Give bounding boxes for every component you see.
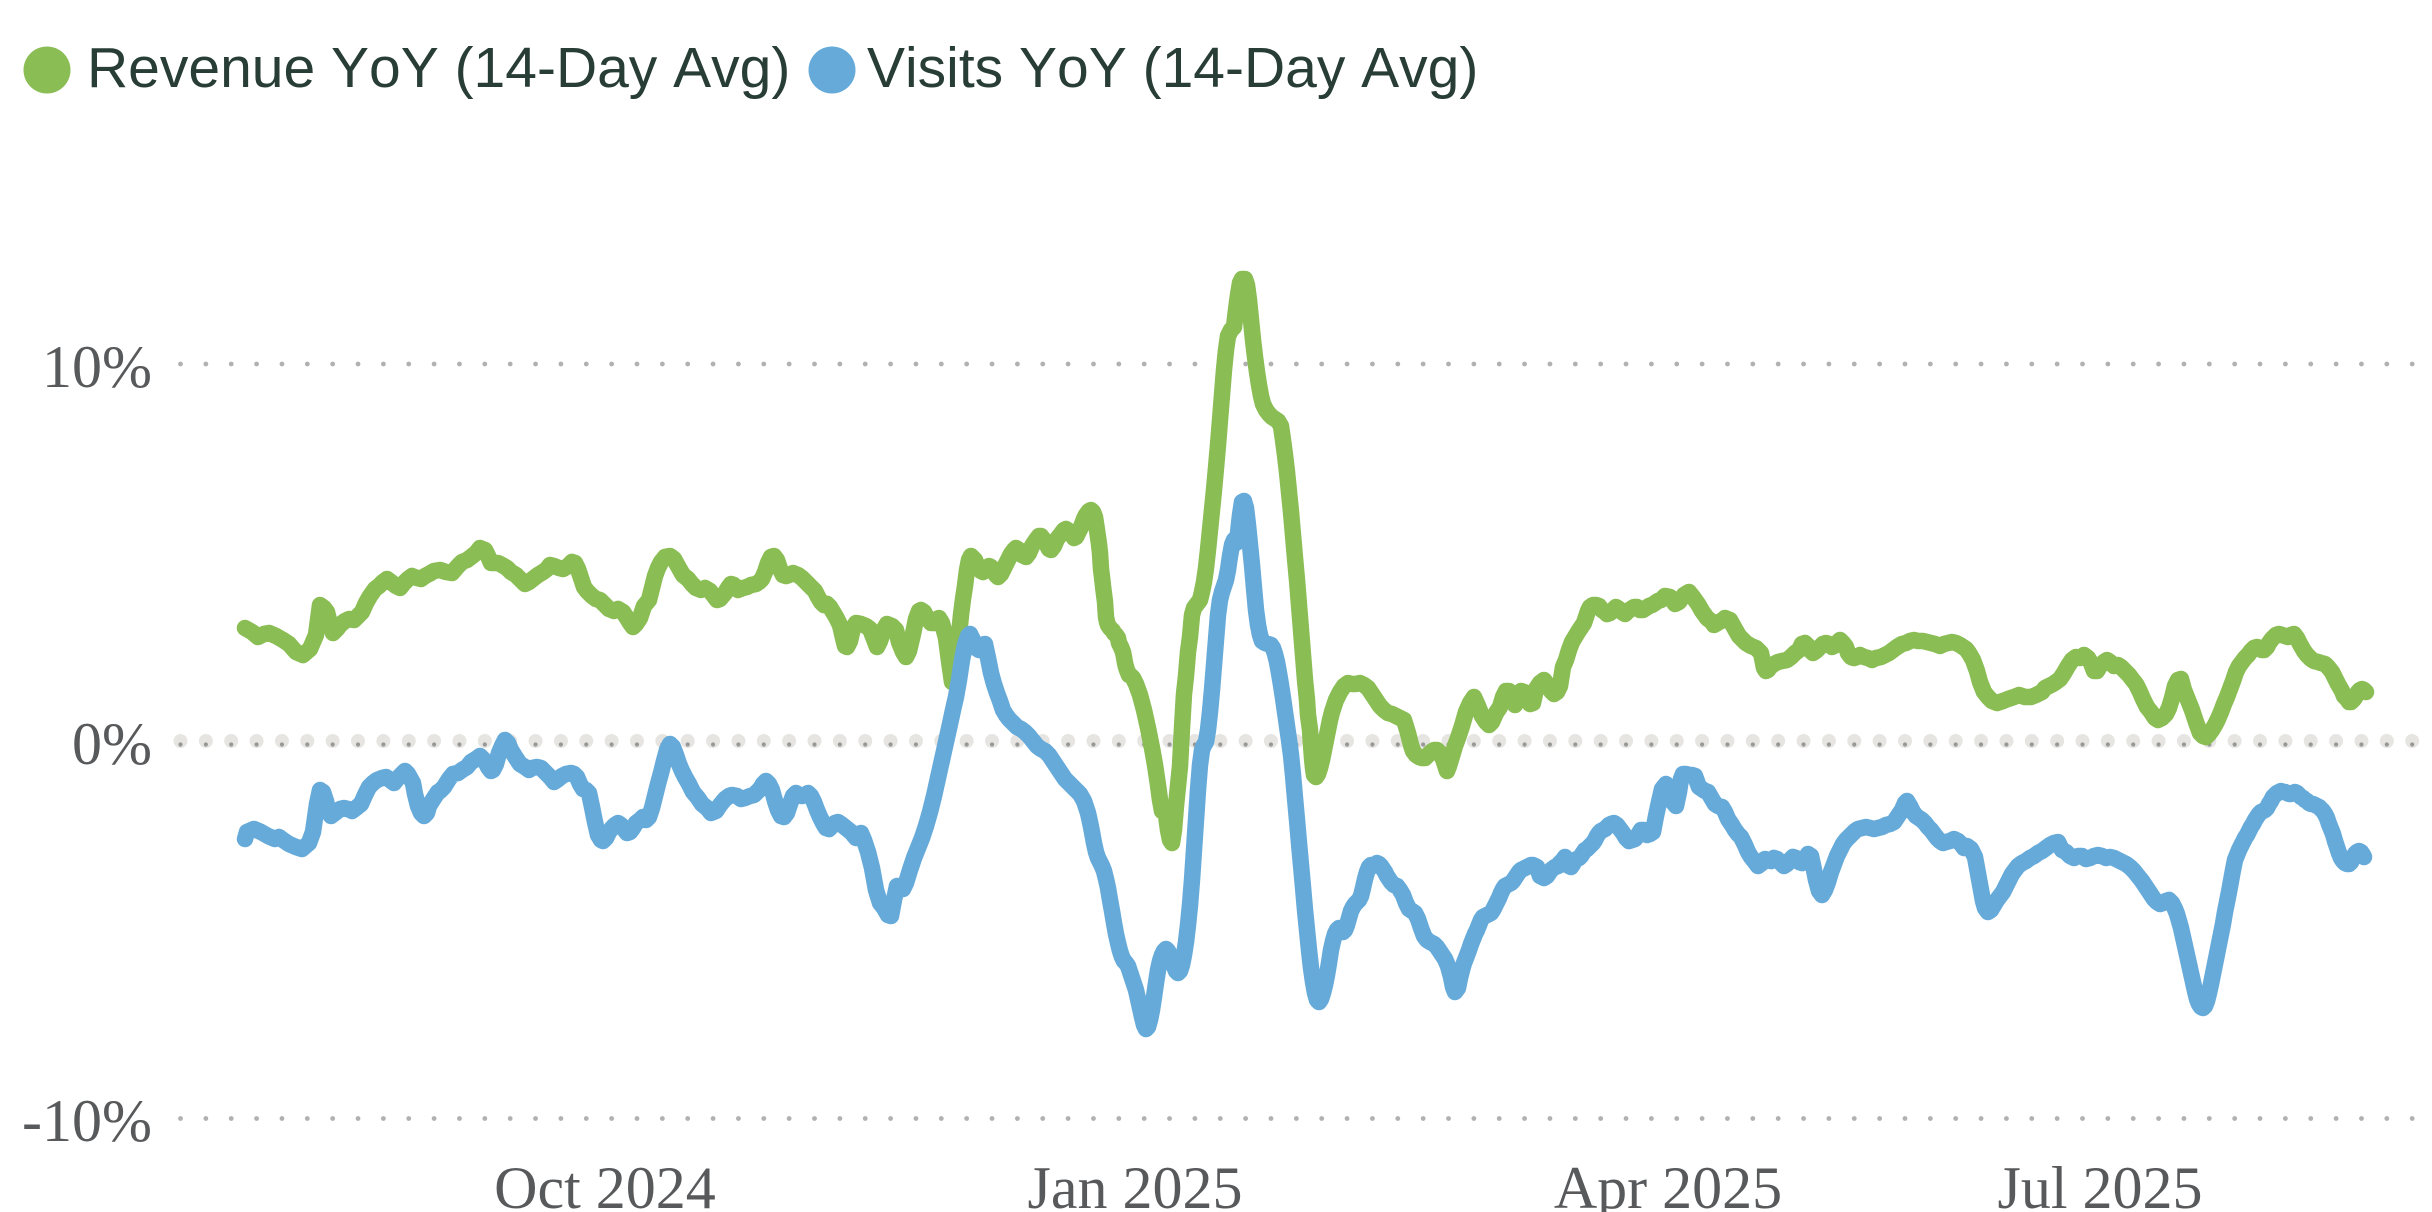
svg-text:10%: 10% [42,334,152,400]
svg-text:-10%: -10% [22,1088,152,1154]
svg-text:0%: 0% [72,711,152,777]
svg-text:Apr 2025: Apr 2025 [1554,1155,1782,1212]
svg-text:Jan 2025: Jan 2025 [1028,1155,1243,1212]
svg-text:Jul 2025: Jul 2025 [1997,1155,2202,1212]
svg-text:Visits YoY (14-Day Avg): Visits YoY (14-Day Avg) [867,36,1478,100]
svg-text:Oct 2024: Oct 2024 [494,1155,716,1212]
svg-text:Revenue YoY (14-Day Avg): Revenue YoY (14-Day Avg) [87,36,790,100]
